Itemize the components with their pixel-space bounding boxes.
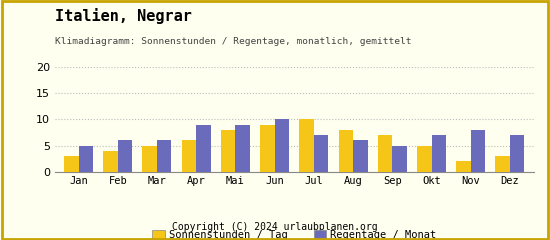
Bar [432,135,446,172]
Bar [182,140,196,172]
Bar [103,151,118,172]
Bar [299,120,314,172]
Bar [221,130,235,172]
Bar [496,156,510,172]
Bar [118,140,132,172]
Bar [274,120,289,172]
Bar [157,140,172,172]
Bar [378,135,392,172]
Bar [79,145,93,172]
Bar [339,130,353,172]
Bar [260,125,274,172]
Text: Italien, Negrar: Italien, Negrar [55,8,192,24]
Bar [510,135,525,172]
Bar [417,145,432,172]
Bar [235,125,250,172]
Bar [392,145,407,172]
Legend: Sonnenstunden / Tag, Regentage / Monat: Sonnenstunden / Tag, Regentage / Monat [148,226,441,240]
Bar [64,156,79,172]
Bar [196,125,211,172]
Bar [471,130,485,172]
Bar [314,135,328,172]
Bar [353,140,367,172]
Text: Klimadiagramm: Sonnenstunden / Regentage, monatlich, gemittelt: Klimadiagramm: Sonnenstunden / Regentage… [55,37,411,46]
Text: Copyright (C) 2024 urlaubplanen.org: Copyright (C) 2024 urlaubplanen.org [172,222,378,232]
Bar [456,161,471,172]
Bar [142,145,157,172]
